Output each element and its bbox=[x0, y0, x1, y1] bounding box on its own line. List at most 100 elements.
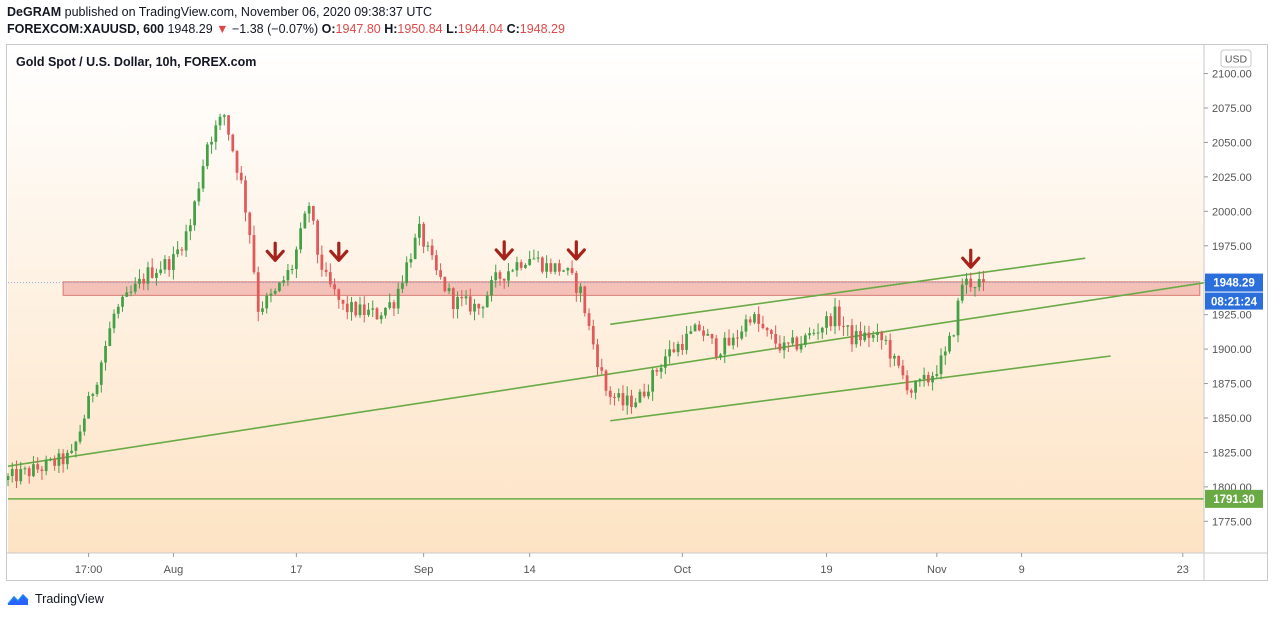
candle-body bbox=[812, 332, 816, 334]
close-label: C: bbox=[506, 22, 520, 36]
candle-body bbox=[201, 166, 205, 189]
candle-body bbox=[918, 379, 922, 381]
candle-body bbox=[583, 286, 587, 314]
published-text: published on TradingView.com, November 0… bbox=[64, 5, 433, 19]
candle-body bbox=[723, 337, 727, 355]
x-tick-label: 9 bbox=[1019, 564, 1025, 576]
candle-body bbox=[82, 418, 86, 432]
candle-body bbox=[655, 370, 659, 372]
candle-body bbox=[235, 151, 239, 173]
candle-body bbox=[405, 262, 409, 284]
candle-body bbox=[816, 332, 820, 334]
candle-body bbox=[278, 282, 281, 291]
candle-body bbox=[943, 351, 947, 356]
candle-body bbox=[600, 367, 604, 371]
candle-body bbox=[78, 431, 82, 442]
down-arrow-icon bbox=[329, 241, 349, 262]
candle-body bbox=[969, 278, 973, 288]
candle-body bbox=[256, 272, 260, 312]
candle-body bbox=[672, 349, 676, 353]
candle-body bbox=[197, 188, 201, 202]
candle-body bbox=[23, 468, 27, 470]
candle-body bbox=[511, 270, 515, 272]
candle-body bbox=[494, 272, 498, 281]
high-label: H: bbox=[384, 22, 398, 36]
y-tick-label: 1925.00 bbox=[1212, 310, 1252, 322]
candle-body bbox=[659, 367, 663, 372]
candle-body bbox=[863, 332, 867, 341]
candle-body bbox=[282, 280, 286, 283]
candle-body bbox=[829, 316, 833, 327]
candle-body bbox=[231, 134, 235, 152]
candle-body bbox=[49, 459, 52, 461]
candle-body bbox=[91, 394, 95, 396]
candle-body bbox=[663, 356, 667, 368]
candle-body bbox=[129, 291, 133, 293]
candle-body bbox=[719, 354, 722, 357]
candle-body bbox=[27, 468, 31, 477]
candle-body bbox=[515, 262, 519, 271]
candle-body bbox=[736, 337, 739, 339]
candle-body bbox=[10, 469, 14, 477]
candle-body bbox=[545, 263, 549, 272]
candle-body bbox=[299, 228, 303, 250]
candle-body bbox=[888, 339, 892, 359]
candle-body bbox=[914, 380, 917, 393]
down-arrow-head bbox=[566, 248, 586, 261]
candle-body bbox=[757, 314, 761, 324]
candle-body bbox=[502, 278, 506, 281]
candle-body bbox=[833, 306, 837, 327]
candle-body bbox=[163, 259, 167, 270]
candle-body bbox=[324, 269, 328, 273]
candle-body bbox=[859, 331, 862, 341]
low-value: 1944.04 bbox=[457, 22, 504, 36]
open-label: O: bbox=[321, 22, 336, 36]
candle-body bbox=[948, 335, 951, 352]
y-tick-label: 1900.00 bbox=[1212, 344, 1252, 356]
candle-body bbox=[485, 295, 489, 308]
chart-frame[interactable]: 1775.00 1800.00 1825.00 1850.00 1875.00 1900.… bbox=[6, 44, 1268, 581]
candle-body bbox=[621, 393, 625, 406]
candle-body bbox=[850, 325, 854, 345]
candle-body bbox=[680, 344, 684, 350]
candle-body bbox=[647, 391, 650, 397]
candle-body bbox=[604, 370, 608, 391]
candle-body bbox=[418, 223, 421, 238]
candle-body bbox=[761, 323, 765, 328]
down-arrow-head bbox=[329, 249, 349, 262]
candle-body bbox=[138, 278, 141, 284]
candle-body bbox=[876, 332, 879, 335]
candle-body bbox=[477, 303, 481, 309]
down-arrow-icon bbox=[961, 248, 981, 269]
candle-body bbox=[952, 335, 956, 337]
candle-body bbox=[350, 302, 353, 313]
candle-body bbox=[596, 344, 599, 368]
candle-body bbox=[159, 269, 163, 273]
candle-body bbox=[70, 450, 73, 453]
candle-body bbox=[443, 276, 447, 292]
candle-body bbox=[53, 459, 57, 466]
candle-body bbox=[341, 299, 345, 304]
level-tag: 1791.30 bbox=[1205, 489, 1263, 508]
candle-body bbox=[668, 349, 671, 357]
plot-background bbox=[8, 46, 1204, 553]
candle-body bbox=[290, 268, 294, 271]
y-tick-label: 2100.00 bbox=[1212, 69, 1252, 81]
level-tag-box bbox=[1205, 489, 1263, 508]
price-chart[interactable]: 1775.001800.001825.001850.001875.001900.… bbox=[7, 45, 1268, 581]
candle-body bbox=[625, 395, 629, 406]
candle-body bbox=[188, 225, 192, 232]
candle-body bbox=[854, 331, 858, 345]
candle-body bbox=[799, 344, 803, 350]
candle-body bbox=[451, 288, 455, 310]
symbol-name: FOREXCOM:XAUUSD, 600 bbox=[7, 22, 164, 36]
candle-body bbox=[108, 328, 112, 346]
candle-body bbox=[714, 338, 718, 357]
currency-badge[interactable]: USD bbox=[1220, 49, 1252, 68]
candles bbox=[7, 113, 985, 489]
candle-body bbox=[248, 212, 252, 236]
candle-body bbox=[710, 333, 714, 339]
candle-body bbox=[926, 374, 930, 383]
candle-body bbox=[557, 263, 561, 272]
candle-body bbox=[333, 284, 336, 290]
